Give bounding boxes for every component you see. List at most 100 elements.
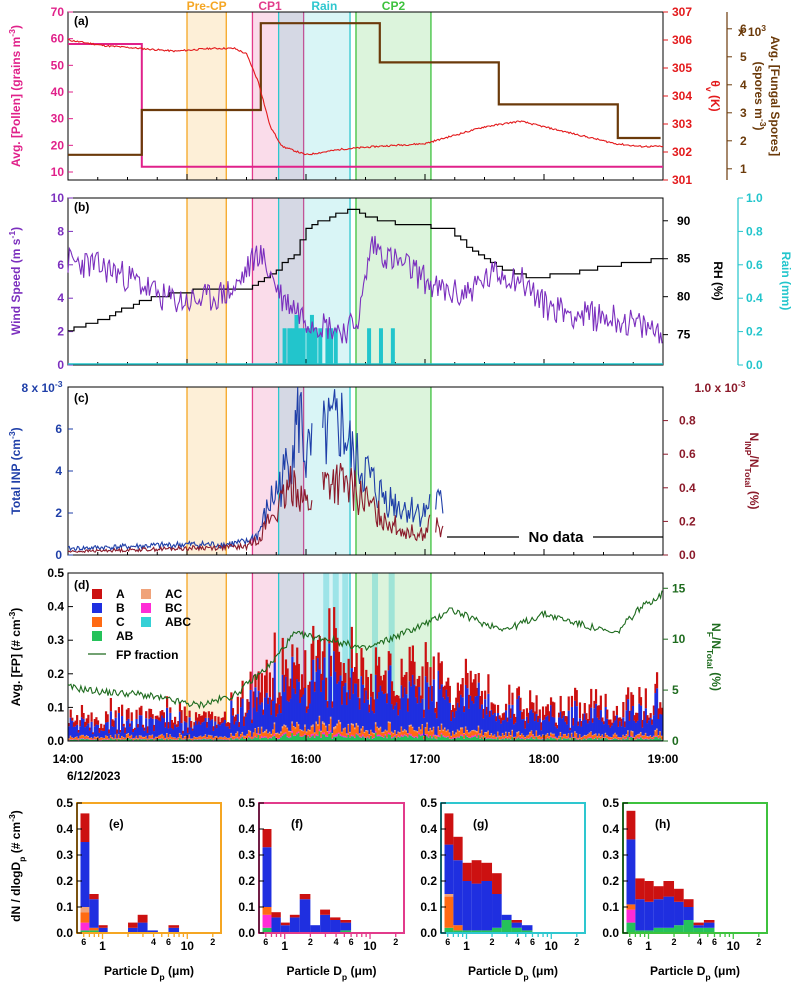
y-tick-label-h: 0.4 [602,822,619,836]
fp-bar-BC [448,738,451,739]
fp-bar-A [495,716,498,722]
fp-bar-BC [458,736,461,738]
x-tick-label-h: 2 [672,937,677,947]
fp-bar-BC [275,737,278,738]
fp-bar-A [280,696,283,714]
fp-bar-BC [358,736,361,738]
fp-axis-title-part: -3 [7,612,17,620]
fp-bar-B [280,713,283,732]
fp-bar-B [604,707,607,733]
fp-bar-AB [186,739,190,741]
fp-bar-B [305,712,308,732]
inp-multiplier-part: -3 [55,379,63,389]
fp-bar-BC [363,736,366,738]
x-tick-label-f: 1 [281,939,288,953]
size-bar-h-AB [674,925,684,933]
frac-axis-title-part: (%) [709,669,723,691]
fp-bar-B [162,718,165,736]
fp-bar-AC [384,729,387,731]
fp-bar-B [79,726,82,736]
fp-bar-AB [485,738,488,741]
fp-bar-BC [339,734,342,737]
fp-bar-B [427,709,431,732]
fp-bar-BC [289,736,292,738]
fp-axis-title: Avg. [FP] (# cm-3) [7,608,23,707]
fp-bar-A [233,716,236,725]
size-bar-g-AB [462,930,472,933]
y-tick-label-h: 0.0 [602,926,619,940]
fp-bar-AC [127,733,130,734]
fp-bar-C [286,728,289,736]
fp-bar-AB [202,738,206,741]
fp-bar-B [628,720,631,738]
fp-bar-AB [638,738,641,741]
fp-bar-A [529,690,532,711]
rain-bar [287,328,292,364]
y-tick-label-d-frac: 10 [672,632,686,646]
fp-bar-A [201,715,204,723]
y-tick-label-b: 4 [57,291,64,305]
fp-bar-AB [657,738,660,741]
fp-bar-C [100,737,103,740]
y-tick-label-g: 0.5 [420,796,437,810]
size-bar-h-AB [635,930,645,933]
fp-bar-B [263,697,267,731]
size-bar-e-B [80,842,90,907]
fp-bar-AC [366,730,370,732]
y-tick-label-a-fungal: 3 [740,106,747,120]
inp-axis-title-part: Total INP (cm [9,439,23,515]
fp-bar-AB [101,739,104,741]
fp-bar-BC [360,736,363,738]
fp-bar-BC [464,733,468,736]
fp-bar-AB [79,739,82,741]
fp-bar-BC [413,736,416,739]
fp-bar-AC [289,731,292,733]
fp-bar-C [424,728,427,735]
fp-bar-B [193,725,196,737]
fp-bar-B [424,676,427,728]
fp-bar-BC [87,738,90,740]
fp-bar-AC [204,734,207,735]
inp-axis-title-part: ) [9,427,23,431]
fp-bar-C [165,733,169,738]
fp-bar-A [474,674,477,697]
fp-bar-B [431,701,434,731]
fp-bar-C [535,731,538,737]
size-bar-h-A [683,899,694,907]
fp-bar-AB [615,739,619,741]
fp-bar-B [381,691,384,733]
fp-bar-B [482,718,485,736]
x-tick-label-h: 10 [727,939,741,953]
fp-bar-BC [246,738,249,740]
fp-bar-A [267,697,270,705]
fp-bar-C [92,738,95,740]
fp-bar-AB [190,739,193,741]
fp-bar-BC [323,732,326,735]
fp-bar-BC [353,736,357,739]
fp-bar-BC [577,739,580,740]
fp-bar-A [210,711,214,720]
shade-cp2-c [355,387,431,555]
fp-bar-BC [398,736,402,738]
legend-swatch-A [92,589,102,599]
inp-series [67,387,313,552]
fp-bar-C [461,728,464,735]
fp-bar-B [202,721,206,736]
fp-bar-BC [328,731,331,734]
fp-bar-AC [342,728,345,730]
fp-bar-BC [522,738,525,740]
y-tick-label-a-theta: 305 [672,61,692,75]
fp-bar-A [363,687,366,703]
fp-bar-A [447,677,450,697]
size-bar-e-C [89,927,99,931]
fp-bar-A [167,722,170,729]
fp-bar-BC [355,733,358,735]
fp-bar-B [270,715,273,734]
fp-bar-AB [551,738,554,741]
fp-bar-BC [630,735,633,737]
size-x-axis-title-e-part: Particle D [104,964,160,978]
fp-bar-AC [549,732,553,734]
fp-bar-AB [476,737,479,741]
fp-bar-B [329,676,333,717]
fp-bar-A [636,712,639,721]
